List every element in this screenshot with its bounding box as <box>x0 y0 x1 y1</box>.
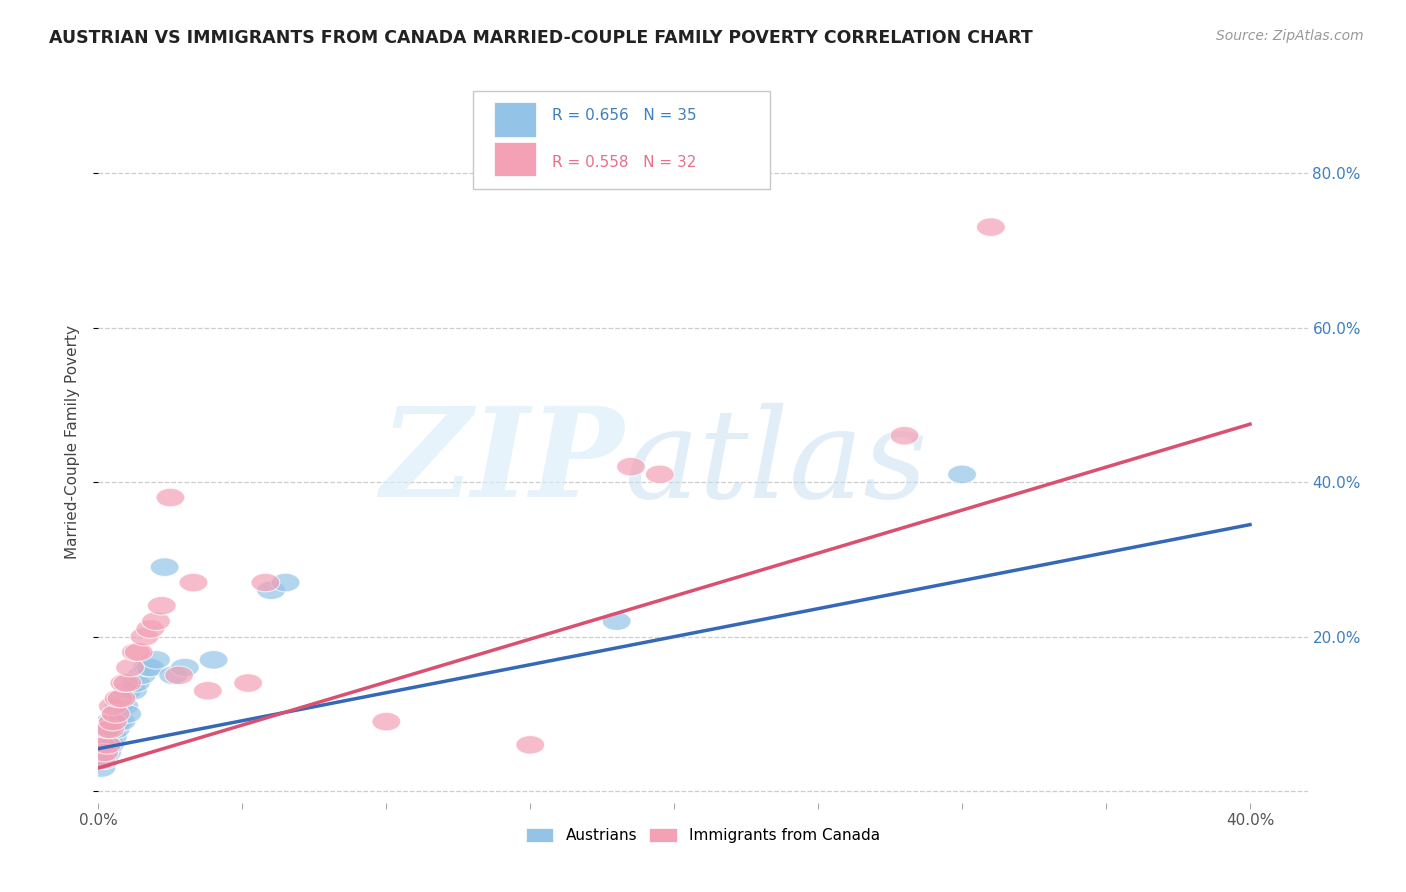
Ellipse shape <box>107 690 136 707</box>
Ellipse shape <box>110 697 139 715</box>
Ellipse shape <box>373 713 401 731</box>
Text: R = 0.558   N = 32: R = 0.558 N = 32 <box>551 155 696 170</box>
Ellipse shape <box>110 673 139 692</box>
Ellipse shape <box>156 488 184 507</box>
Text: Source: ZipAtlas.com: Source: ZipAtlas.com <box>1216 29 1364 43</box>
Ellipse shape <box>170 658 200 677</box>
Ellipse shape <box>602 612 631 631</box>
Ellipse shape <box>142 612 170 631</box>
Ellipse shape <box>159 666 187 684</box>
Ellipse shape <box>131 627 159 646</box>
Text: R = 0.656   N = 35: R = 0.656 N = 35 <box>551 108 696 123</box>
Ellipse shape <box>136 620 165 638</box>
Ellipse shape <box>104 713 134 731</box>
Ellipse shape <box>98 728 127 747</box>
Ellipse shape <box>890 426 920 445</box>
Ellipse shape <box>93 720 121 739</box>
Ellipse shape <box>645 465 675 483</box>
Ellipse shape <box>200 650 228 669</box>
Ellipse shape <box>107 690 136 707</box>
Ellipse shape <box>134 658 162 677</box>
Ellipse shape <box>142 650 170 669</box>
Ellipse shape <box>194 681 222 700</box>
Ellipse shape <box>121 643 150 661</box>
Ellipse shape <box>150 558 179 576</box>
Ellipse shape <box>112 705 142 723</box>
Ellipse shape <box>98 697 127 715</box>
Text: AUSTRIAN VS IMMIGRANTS FROM CANADA MARRIED-COUPLE FAMILY POVERTY CORRELATION CHA: AUSTRIAN VS IMMIGRANTS FROM CANADA MARRI… <box>49 29 1033 46</box>
Ellipse shape <box>112 673 142 692</box>
Y-axis label: Married-Couple Family Poverty: Married-Couple Family Poverty <box>65 325 80 558</box>
Ellipse shape <box>124 643 153 661</box>
Ellipse shape <box>93 743 121 762</box>
Ellipse shape <box>101 705 131 723</box>
Ellipse shape <box>96 720 124 739</box>
Ellipse shape <box>87 736 115 754</box>
Legend: Austrians, Immigrants from Canada: Austrians, Immigrants from Canada <box>520 822 886 849</box>
Ellipse shape <box>118 681 148 700</box>
Ellipse shape <box>165 666 194 684</box>
Ellipse shape <box>948 465 977 483</box>
FancyBboxPatch shape <box>474 91 769 189</box>
Ellipse shape <box>104 697 134 715</box>
Ellipse shape <box>257 581 285 599</box>
Ellipse shape <box>98 713 127 731</box>
Ellipse shape <box>104 690 134 707</box>
Text: ZIP: ZIP <box>381 402 624 524</box>
Ellipse shape <box>87 751 115 770</box>
Ellipse shape <box>233 673 263 692</box>
FancyBboxPatch shape <box>494 103 536 137</box>
Ellipse shape <box>179 574 208 591</box>
Ellipse shape <box>87 759 115 777</box>
Ellipse shape <box>121 673 150 692</box>
Text: atlas: atlas <box>624 402 928 524</box>
Ellipse shape <box>90 751 118 770</box>
Ellipse shape <box>93 720 121 739</box>
Ellipse shape <box>98 713 127 731</box>
Ellipse shape <box>101 720 131 739</box>
Ellipse shape <box>90 743 118 762</box>
Ellipse shape <box>90 728 118 747</box>
Ellipse shape <box>107 713 136 731</box>
Ellipse shape <box>115 658 145 677</box>
FancyBboxPatch shape <box>494 142 536 177</box>
Ellipse shape <box>112 681 142 700</box>
Ellipse shape <box>87 743 115 762</box>
Ellipse shape <box>127 666 156 684</box>
Ellipse shape <box>87 736 115 754</box>
Ellipse shape <box>96 713 124 731</box>
Ellipse shape <box>252 574 280 591</box>
Ellipse shape <box>101 705 131 723</box>
Ellipse shape <box>93 736 121 754</box>
Ellipse shape <box>617 458 645 476</box>
Ellipse shape <box>136 658 165 677</box>
Ellipse shape <box>96 736 124 754</box>
Ellipse shape <box>90 736 118 754</box>
Ellipse shape <box>977 218 1005 236</box>
Ellipse shape <box>271 574 299 591</box>
Ellipse shape <box>516 736 544 754</box>
Ellipse shape <box>148 597 176 615</box>
